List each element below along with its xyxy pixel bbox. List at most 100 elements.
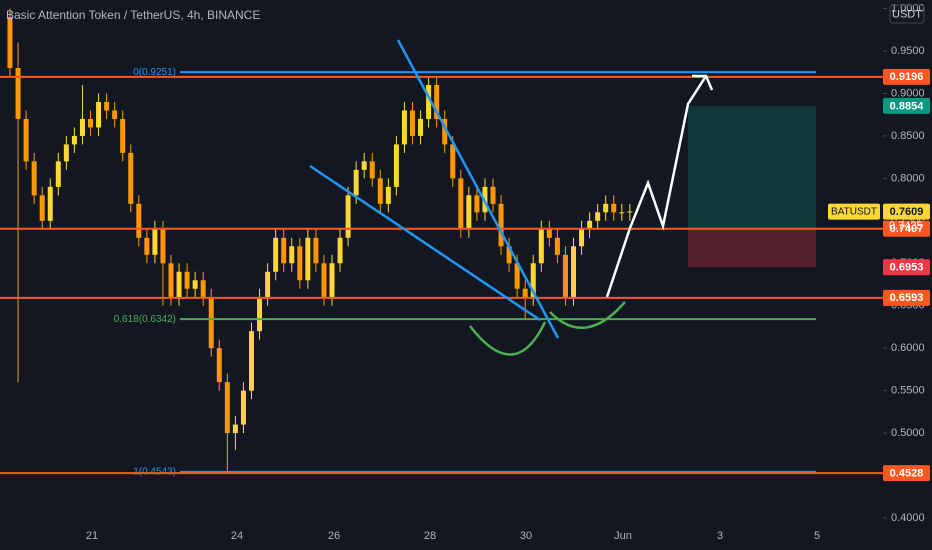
y-tick-label: 0.9000	[891, 87, 925, 99]
candle-body	[410, 110, 415, 136]
candle-body	[522, 288, 528, 298]
candle-body	[619, 212, 625, 214]
candle-body	[442, 118, 448, 145]
candle-body	[31, 161, 37, 196]
candle-body	[63, 144, 69, 162]
candle-body	[385, 186, 391, 204]
candle-body	[249, 331, 254, 391]
price-tag	[883, 203, 930, 220]
candle-body	[426, 84, 432, 119]
candle-body	[224, 382, 230, 434]
price-tag	[883, 289, 930, 306]
candle-body	[39, 195, 45, 221]
chart-title: Basic Attention Token / TetherUS, 4h, BI…	[6, 8, 260, 22]
candle-body	[289, 246, 295, 264]
candle-body	[232, 424, 238, 434]
candle-body	[474, 195, 480, 213]
fib-label: 0.618(0.6342)	[114, 314, 176, 325]
candle-body	[546, 229, 552, 238]
candle-body	[337, 237, 343, 264]
candle-body	[120, 118, 126, 153]
candle-body	[321, 263, 327, 298]
candle-body	[71, 135, 77, 145]
candle-body	[466, 195, 472, 230]
candle-body	[208, 297, 214, 349]
y-tick-label: 0.5000	[891, 427, 925, 439]
candle-body	[240, 390, 246, 425]
candle-body	[313, 237, 319, 264]
candle-body	[23, 118, 29, 162]
x-tick-label: 21	[86, 530, 98, 542]
candle-body	[587, 220, 593, 230]
axis-layer: 0.40000.45000.50000.55000.60000.65000.70…	[86, 2, 930, 542]
candle-body	[160, 229, 166, 264]
arc	[549, 301, 626, 329]
x-tick-label: 30	[520, 530, 532, 542]
candle-body	[297, 246, 303, 281]
x-tick-label: 24	[231, 530, 243, 542]
candle-body	[144, 237, 150, 255]
price-tag-label: 0.4528	[890, 468, 924, 480]
trend-line	[309, 164, 541, 322]
candle-body	[571, 246, 576, 298]
candle-body	[79, 118, 85, 136]
candle-body	[458, 178, 464, 230]
candle-body	[88, 118, 93, 128]
candle-body	[418, 118, 424, 136]
candle-body	[200, 280, 206, 298]
candle-body	[273, 237, 279, 272]
arrow-head	[692, 74, 714, 91]
candle-body	[112, 110, 118, 119]
candle-body	[506, 246, 512, 264]
x-tick-label: 26	[328, 530, 340, 542]
price-tag-label: 0.6593	[890, 292, 924, 304]
candle-body	[104, 101, 110, 111]
price-tag-label: 0.9196	[890, 71, 924, 83]
candle-body	[184, 271, 190, 289]
drawings	[309, 39, 714, 356]
currency-box[interactable]	[889, 4, 925, 24]
candle-body	[168, 263, 174, 298]
y-tick-label: 0.6000	[891, 342, 925, 354]
fib-label: 1(0.4543)	[133, 467, 176, 478]
candle-body	[55, 161, 61, 187]
candle-body	[96, 101, 102, 128]
candle-body	[393, 144, 399, 187]
candle-body	[47, 186, 53, 221]
arc	[469, 321, 547, 356]
candle-body	[216, 348, 222, 383]
candle-body	[257, 297, 263, 332]
candle-body	[514, 263, 520, 289]
price-tag	[883, 220, 930, 237]
candle-body	[554, 237, 560, 255]
symbol-label: BATUSDT	[831, 207, 877, 218]
candle-body	[377, 178, 383, 204]
x-tick-label: Jun	[614, 530, 632, 542]
position-layer	[688, 105, 816, 268]
candle-body	[361, 161, 367, 170]
candle-body	[7, 17, 13, 69]
price-tag-label: 0.7407	[890, 223, 924, 235]
candle-body	[490, 186, 496, 204]
price-tag	[883, 68, 930, 85]
trend-line	[396, 39, 560, 339]
price-tag-label: 0.7609	[890, 206, 924, 218]
candle-body	[530, 263, 536, 298]
candle-body	[128, 152, 134, 204]
levels-layer: 0(0.9251) 0.618(0.6342) 1(0.4543)	[0, 67, 883, 478]
x-tick-label: 3	[717, 530, 723, 542]
candle-body	[603, 203, 609, 213]
candle-body	[281, 237, 287, 264]
candle-body	[595, 212, 601, 221]
stop-zone	[688, 227, 816, 268]
candle-body	[265, 271, 271, 298]
candle-body	[538, 229, 544, 264]
currency: USDT	[892, 8, 922, 20]
y-tick-label: 0.4000	[891, 512, 925, 524]
price-tag	[883, 97, 930, 114]
candle-body	[192, 280, 198, 289]
entry-label: 0.7425	[889, 220, 923, 232]
candle-body	[329, 263, 335, 298]
